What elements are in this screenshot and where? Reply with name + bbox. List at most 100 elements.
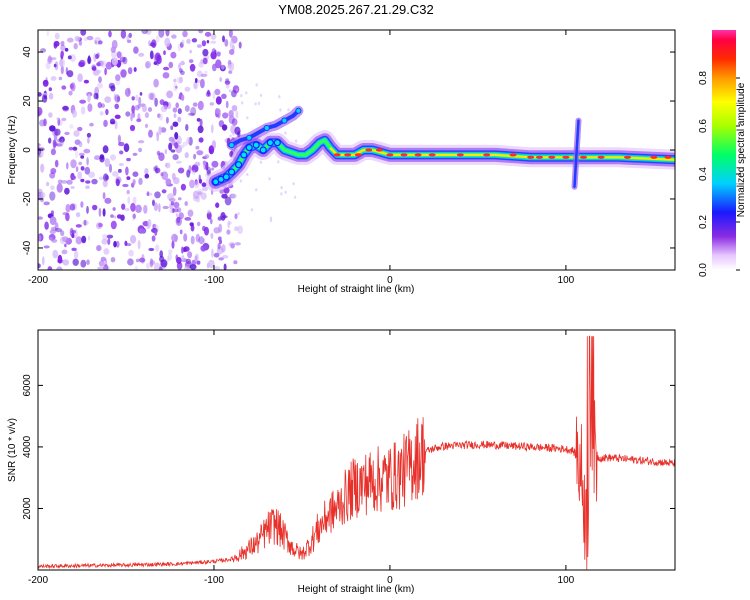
noise-blob <box>83 219 87 226</box>
y-tick-label: 0 <box>22 147 33 153</box>
noise-blob <box>164 149 168 155</box>
noise-blob <box>143 204 148 214</box>
noise-blob <box>110 220 117 230</box>
noise-blob <box>210 232 214 239</box>
noise-blob <box>98 76 102 83</box>
noise-blob <box>170 149 176 153</box>
sparse-blob <box>284 190 287 194</box>
upper-branch-dot <box>295 107 302 114</box>
sparse-blob <box>280 186 283 190</box>
noise-blob <box>153 61 158 65</box>
noise-blob <box>58 76 63 81</box>
noise-blob <box>220 212 226 221</box>
noise-blob <box>151 235 156 242</box>
noise-blob <box>198 190 202 198</box>
noise-blob <box>175 145 183 154</box>
noise-blob <box>109 118 116 125</box>
noise-blob <box>48 137 52 144</box>
noise-blob <box>122 183 129 188</box>
noise-blob <box>153 53 161 63</box>
noise-blob <box>200 78 205 89</box>
noise-blob <box>195 145 200 150</box>
noise-blob <box>151 39 157 49</box>
ridge-peak <box>365 148 373 152</box>
noise-blob <box>189 49 192 54</box>
noise-blob <box>38 143 41 147</box>
x-tick-label: 100 <box>558 575 575 586</box>
noise-blob <box>87 56 92 65</box>
noise-blob <box>174 132 179 140</box>
snr-panel: -200 -100 0 100 2000 4000 6000 Height of stra… <box>7 329 676 595</box>
noise-blob <box>218 223 223 233</box>
noise-blob <box>198 236 205 245</box>
snr-series-line <box>38 335 675 570</box>
noise-blob <box>49 191 56 201</box>
ridge-dot <box>222 173 230 181</box>
noise-blob <box>38 147 42 156</box>
noise-blob <box>75 236 83 245</box>
noise-blob <box>83 79 89 84</box>
noise-blob <box>103 119 108 127</box>
sparse-blob <box>239 179 243 183</box>
noise-blob <box>70 186 75 189</box>
noise-blob <box>180 60 185 66</box>
noise-blob <box>200 73 208 77</box>
noise-blob <box>162 205 169 210</box>
sparse-blob <box>259 93 263 97</box>
noise-blob <box>132 196 137 205</box>
noise-blob <box>158 30 165 38</box>
noise-blob <box>181 39 185 45</box>
sparse-blob <box>284 131 287 135</box>
noise-blob <box>156 56 162 63</box>
noise-blob <box>196 70 203 78</box>
noise-blob <box>202 186 209 192</box>
noise-blob <box>198 137 204 143</box>
noise-blob <box>126 157 131 162</box>
noise-blob <box>66 162 69 170</box>
noise-blob <box>141 30 149 35</box>
noise-blob <box>176 77 182 84</box>
noise-blob <box>38 263 41 269</box>
noise-blob <box>176 216 181 224</box>
noise-blob <box>132 152 138 156</box>
noise-blob <box>104 158 111 168</box>
colorbar-ticks: 0.0 0.2 0.4 0.6 0.8 <box>698 71 740 277</box>
noise-blob <box>49 216 57 226</box>
noise-blob <box>148 92 154 101</box>
noise-blob <box>202 48 209 57</box>
noise-blob <box>229 193 236 199</box>
noise-blob <box>123 143 130 153</box>
noise-blob <box>86 132 91 138</box>
noise-blob <box>213 252 220 258</box>
noise-blob <box>61 249 68 255</box>
noise-blob <box>93 92 99 100</box>
noise-blob <box>194 180 200 189</box>
noise-blob <box>51 239 58 243</box>
noise-blob <box>171 34 177 39</box>
noise-blob <box>69 203 76 211</box>
ridge-peak <box>624 155 631 159</box>
noise-blob <box>115 240 120 248</box>
noise-blob <box>144 173 150 179</box>
noise-blob <box>50 226 57 231</box>
noise-blob <box>85 180 91 184</box>
noise-blob <box>104 197 112 204</box>
noise-blob <box>207 209 211 214</box>
noise-blob <box>155 35 160 43</box>
noise-blob <box>53 140 56 150</box>
noise-blob <box>62 106 69 112</box>
noise-blob <box>48 112 53 118</box>
noise-blob <box>182 30 188 38</box>
ridge-peak <box>536 155 543 159</box>
noise-blob <box>72 258 79 266</box>
ridge-peak <box>664 155 672 159</box>
upper-branch-dot <box>263 124 270 132</box>
noise-blob <box>118 163 124 166</box>
noise-blob <box>131 96 135 101</box>
noise-blob <box>162 128 166 133</box>
noise-blob <box>102 208 106 217</box>
noise-blob <box>177 116 182 123</box>
noise-blob <box>60 44 66 51</box>
noise-blob <box>115 74 121 82</box>
noise-blob <box>210 33 217 40</box>
